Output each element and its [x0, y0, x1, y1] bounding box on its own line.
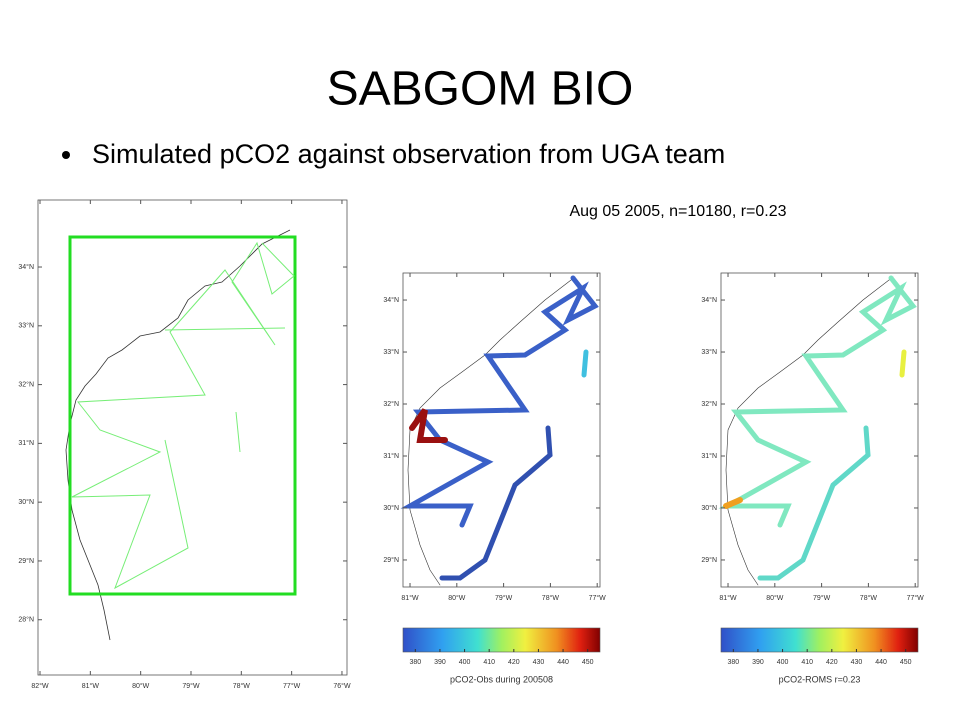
x-tick-label: 76°W	[333, 682, 351, 690]
model-track	[723, 497, 743, 509]
left-map-content	[65, 229, 297, 641]
x-tick-label: 79°W	[813, 594, 831, 602]
y-tick-label: 32°N	[383, 400, 399, 408]
y-tick-label: 31°N	[701, 452, 717, 460]
y-tick-label: 33°N	[701, 348, 717, 356]
x-tick-label: 79°W	[495, 594, 513, 602]
map-frame	[402, 272, 601, 588]
colorbar-tick-label: 420	[826, 659, 838, 666]
obs-track	[409, 408, 448, 443]
y-tick-label: 29°N	[383, 556, 399, 564]
colorbar-tick-label: 450	[582, 659, 594, 666]
colorbar-tick-label: 390	[752, 659, 764, 666]
colorbar-tick-label: 390	[434, 659, 446, 666]
slide-title: SABGOM BIO	[327, 63, 634, 116]
coastline	[407, 276, 576, 586]
map-frame	[37, 199, 348, 676]
y-tick-label: 33°N	[18, 322, 34, 330]
colorbar-tick-label: 380	[409, 659, 421, 666]
y-tick-label: 30°N	[701, 504, 717, 512]
y-tick-label: 32°N	[701, 400, 717, 408]
y-tick-label: 31°N	[18, 439, 34, 447]
colorbar-tick-label: 440	[557, 659, 569, 666]
domain-box	[68, 235, 297, 596]
y-tick-label: 30°N	[383, 504, 399, 512]
y-tick-label: 28°N	[18, 616, 34, 624]
x-tick-label: 77°W	[907, 594, 925, 602]
model-track	[718, 275, 917, 528]
colorbar-tick-label: 420	[508, 659, 520, 666]
x-tick-label: 78°W	[860, 594, 878, 602]
y-tick-label: 32°N	[18, 380, 34, 388]
y-tick-label: 34°N	[383, 296, 399, 304]
colorbar	[720, 627, 919, 653]
colorbar-label: pCO2-Obs during 200508	[450, 674, 553, 684]
colorbar-tick-label: 410	[801, 659, 813, 666]
coastline	[725, 276, 894, 586]
y-tick-label: 29°N	[701, 556, 717, 564]
axes-layer: 82°W 81°W 80°W 79°W 78°W 77°W 76°W 34°N 33°N 32°N…	[18, 199, 925, 690]
y-tick-label: 33°N	[383, 348, 399, 356]
colorbar-tick-label: 380	[727, 659, 739, 666]
x-tick-label: 81°W	[82, 682, 100, 690]
colorbar-tick-label: 450	[900, 659, 912, 666]
x-tick-label: 79°W	[182, 682, 200, 690]
annotation: Aug 05 2005, n=10180, r=0.23	[569, 203, 786, 220]
middle-map-content	[400, 275, 599, 586]
ship-track	[164, 327, 286, 331]
x-tick-label: 80°W	[448, 594, 466, 602]
x-tick-label: 81°W	[719, 594, 737, 602]
y-tick-label: 34°N	[18, 263, 34, 271]
colorbar-tick-label: 430	[851, 659, 863, 666]
colorbar-tick-label: 430	[533, 659, 545, 666]
coastline	[65, 229, 291, 641]
colorbar-tick-label: 410	[483, 659, 495, 666]
x-tick-label: 81°W	[401, 594, 419, 602]
x-tick-label: 82°W	[31, 682, 49, 690]
y-tick-label: 31°N	[383, 452, 399, 460]
x-tick-label: 78°W	[233, 682, 251, 690]
x-tick-label: 77°W	[589, 594, 607, 602]
x-tick-label: 77°W	[283, 682, 301, 690]
ship-track	[235, 411, 241, 453]
x-tick-label: 80°W	[766, 594, 784, 602]
x-tick-label: 78°W	[542, 594, 560, 602]
obs-track	[400, 275, 599, 528]
colorbar-tick-label: 400	[777, 659, 789, 666]
model-track	[757, 425, 871, 581]
right-map-content	[718, 275, 917, 586]
y-tick-label: 34°N	[701, 296, 717, 304]
obs-track	[581, 349, 589, 378]
y-tick-label: 30°N	[18, 498, 34, 506]
colorbar-tick-label: 400	[459, 659, 471, 666]
ship-track	[71, 241, 295, 590]
colorbar-label: pCO2-ROMS r=0.23	[779, 674, 861, 684]
bullet-text: Simulated pCO2 against observation from …	[92, 139, 725, 169]
obs-track	[439, 425, 553, 581]
colorbar-tick-label: 440	[875, 659, 887, 666]
bullet-dot	[62, 151, 70, 159]
model-track	[899, 349, 907, 378]
colorbar	[402, 627, 601, 653]
x-tick-label: 80°W	[132, 682, 150, 690]
y-tick-label: 29°N	[18, 557, 34, 565]
map-frame	[720, 272, 919, 588]
